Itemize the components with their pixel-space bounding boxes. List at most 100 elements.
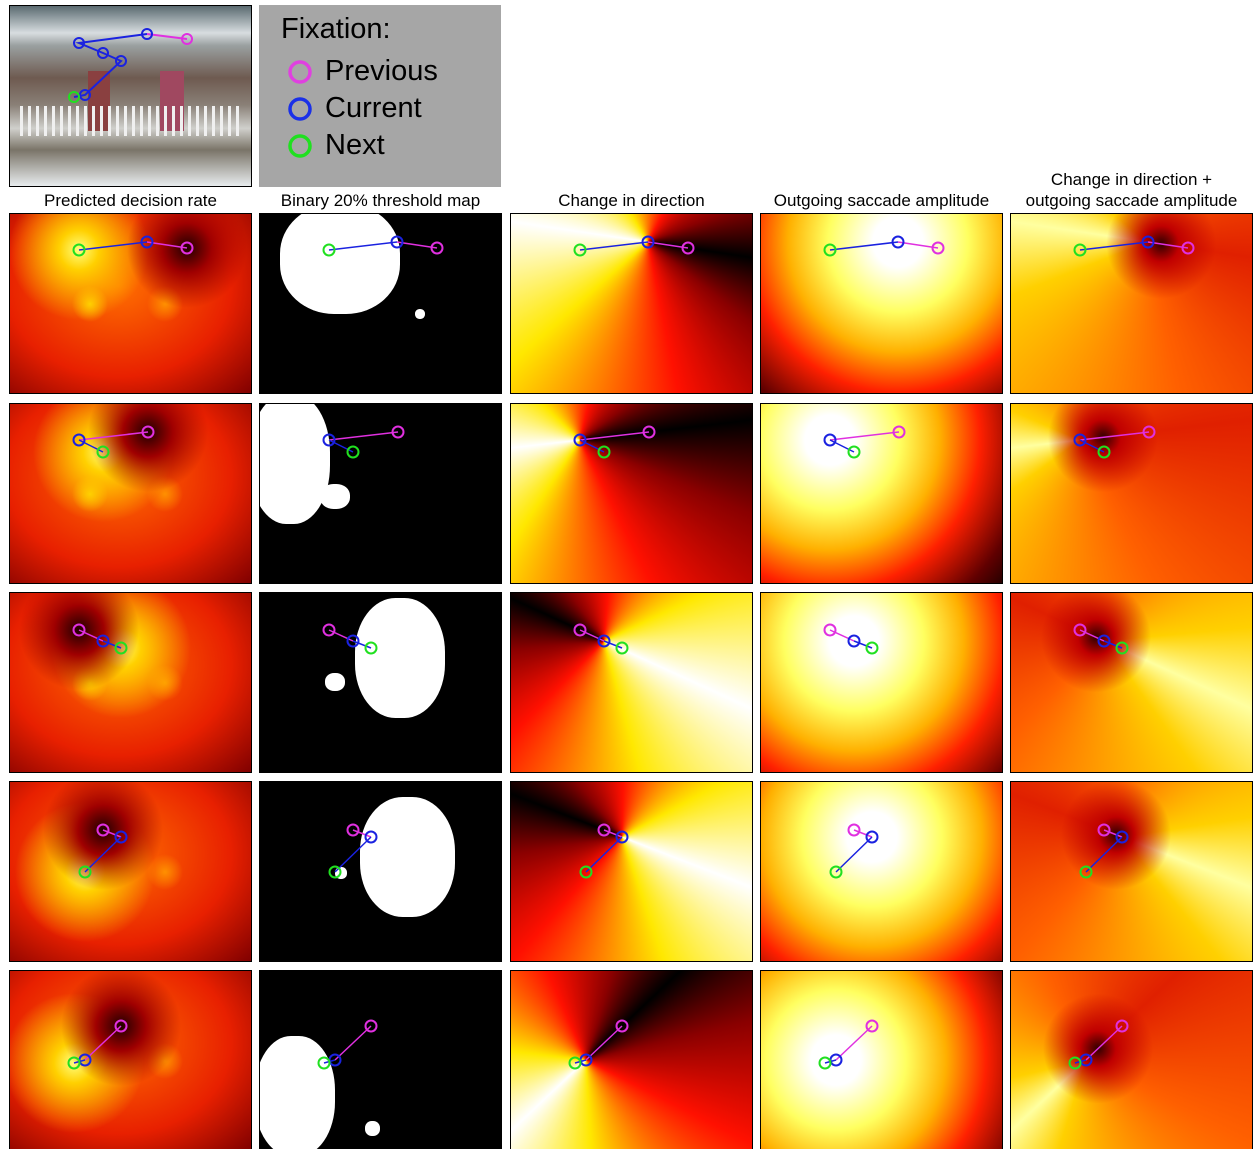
- heatmap-panel: [760, 781, 1003, 962]
- fixations: [322, 235, 444, 257]
- fix-prev: [823, 623, 837, 637]
- threshold-region: [355, 598, 445, 718]
- fixations: [823, 425, 906, 459]
- fix-next: [67, 1056, 81, 1070]
- fix-next: [1115, 641, 1129, 655]
- fix-prev: [865, 1019, 879, 1033]
- saccade-in: [1085, 1025, 1123, 1061]
- saccade-out: [853, 640, 873, 649]
- fix-current: [1073, 433, 1087, 447]
- heatmap-panel: [259, 592, 502, 773]
- fix-current: [1115, 830, 1129, 844]
- fix-current: [847, 634, 861, 648]
- saccade-in: [835, 1025, 873, 1061]
- fix-prev: [391, 425, 405, 439]
- fix-next: [597, 445, 611, 459]
- fix-prev: [597, 823, 611, 837]
- heatmap-panel: [259, 970, 502, 1149]
- fixations: [573, 235, 695, 257]
- heatmap-panel: [9, 781, 252, 962]
- fixations: [1073, 235, 1195, 257]
- saccade-in: [352, 829, 372, 838]
- fixations: [67, 1019, 128, 1070]
- threshold-region: [260, 404, 330, 524]
- legend-marker: [288, 60, 312, 84]
- fixations: [78, 823, 128, 879]
- fix-current: [114, 830, 128, 844]
- fix-next: [865, 641, 879, 655]
- fix-prev: [430, 241, 444, 255]
- fixations: [818, 1019, 879, 1070]
- saccade-in: [102, 829, 122, 838]
- fix-current: [322, 433, 336, 447]
- fix-current: [72, 433, 86, 447]
- fixations: [1073, 623, 1129, 655]
- fixations: [322, 623, 378, 655]
- legend-marker: [288, 97, 312, 121]
- saccade-in: [853, 829, 873, 838]
- fix-prev: [96, 823, 110, 837]
- fix-current: [346, 634, 360, 648]
- fix-next: [346, 445, 360, 459]
- saccade-in: [78, 629, 104, 642]
- saccade-out: [1085, 836, 1123, 873]
- heatmap-panel: [259, 213, 502, 394]
- saccade-out: [585, 836, 623, 873]
- heatmap-panel: [760, 403, 1003, 584]
- saccade-out: [603, 640, 623, 649]
- fix-next: [1079, 865, 1093, 879]
- fix-current: [390, 235, 404, 249]
- fix-prev: [1073, 623, 1087, 637]
- path: [146, 33, 188, 40]
- fixations: [322, 425, 405, 459]
- fix-next: [847, 445, 861, 459]
- fix-next: [78, 865, 92, 879]
- heatmap-panel: [760, 970, 1003, 1149]
- saccade-out: [1103, 640, 1123, 649]
- fix-current: [865, 830, 879, 844]
- scene-photo: [9, 5, 252, 187]
- heatmap-panel: [259, 403, 502, 584]
- fix-prev: [364, 1019, 378, 1033]
- fixations: [72, 623, 128, 655]
- fix-current: [1141, 235, 1155, 249]
- fix-prev: [681, 241, 695, 255]
- threshold-region: [415, 309, 425, 319]
- saccade-in: [84, 1025, 122, 1061]
- saccade-in: [78, 431, 149, 441]
- heatmap-panel: [510, 213, 753, 394]
- saccade-out: [334, 836, 372, 873]
- saccade-out: [328, 241, 398, 251]
- fix-next: [1073, 243, 1087, 257]
- path: [73, 33, 148, 98]
- railing: [20, 106, 240, 136]
- heatmap-panel: [9, 970, 252, 1149]
- heatmap-panel: [9, 213, 252, 394]
- heatmap-panel: [1010, 592, 1253, 773]
- fix-prev: [141, 425, 155, 439]
- threshold-region: [260, 1036, 335, 1149]
- fixations: [72, 425, 155, 459]
- fix-prev: [322, 623, 336, 637]
- heatmap-panel: [9, 403, 252, 584]
- fix-current: [96, 634, 110, 648]
- heatmap-panel: [1010, 781, 1253, 962]
- threshold-region: [280, 214, 400, 314]
- fix-prev: [1142, 425, 1156, 439]
- heatmap-panel: [9, 592, 252, 773]
- saccade-out: [84, 836, 122, 873]
- fix-next: [72, 243, 86, 257]
- fix: [97, 47, 109, 59]
- fix: [73, 37, 85, 49]
- fix-next: [328, 865, 342, 879]
- column-title: Outgoing saccade amplitude: [773, 191, 990, 210]
- fix-current: [615, 830, 629, 844]
- fix-next: [615, 641, 629, 655]
- fixations: [1079, 823, 1129, 879]
- heatmap-panel: [1010, 213, 1253, 394]
- threshold-region: [320, 484, 350, 509]
- fixations: [328, 823, 378, 879]
- heatmap-panel: [510, 970, 753, 1149]
- fix-current: [140, 235, 154, 249]
